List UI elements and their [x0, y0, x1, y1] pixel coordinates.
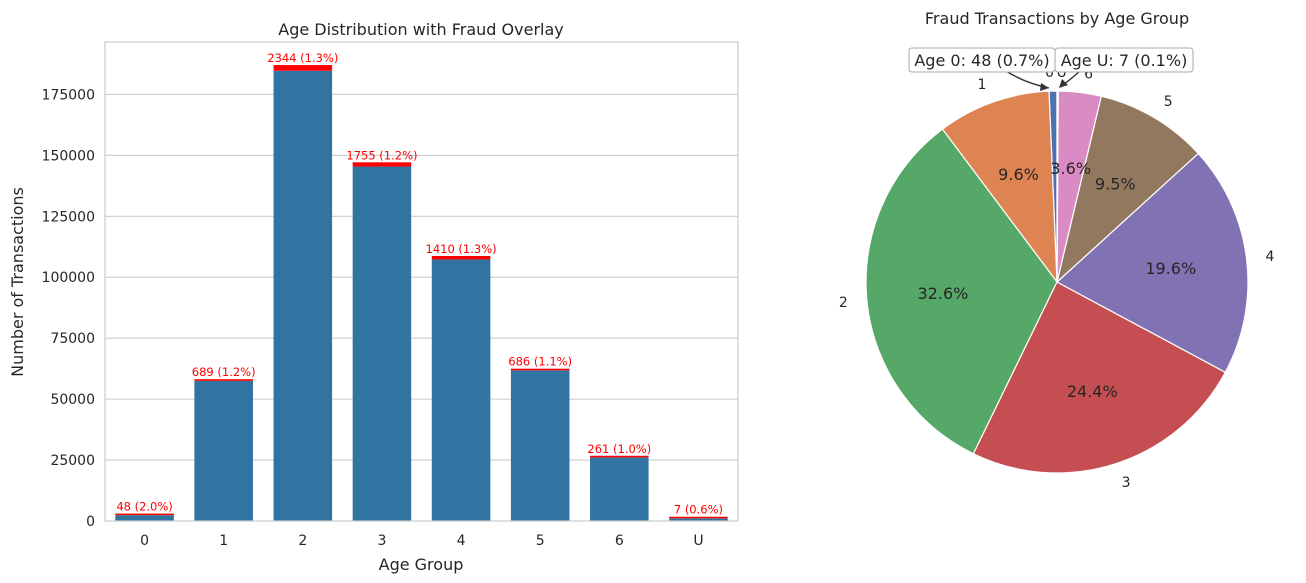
pie-percent-label: 24.4%: [1067, 382, 1118, 401]
pie-slice-label: 1: [978, 77, 987, 93]
pie-slice-label: 2: [839, 295, 848, 311]
x-tick-label: 0: [140, 533, 149, 549]
bar-total-age-4: [431, 259, 491, 521]
bar-fraud-age-2: [273, 65, 333, 71]
bar-data-label: 2344 (1.3%): [267, 51, 338, 65]
pie-chart-percent-labels: 9.6% 32.6% 24.4% 19.6% 9.5%3.6%: [918, 159, 1197, 401]
pie-percent-label: 3.6%: [1050, 159, 1091, 178]
pie-slice-age-U: [1056, 90, 1059, 283]
pie-percent-label: 32.6%: [918, 284, 969, 303]
bar-fraud-age-4: [431, 256, 491, 260]
pie-slice-label: U: [1057, 65, 1067, 81]
bar-chart-x-axis-label: Age Group: [379, 555, 464, 574]
bar-fraud-age-0: [115, 513, 174, 516]
pie-annotation-age-0-text: Age 0: 48 (0.7%): [914, 51, 1049, 70]
bar-total-age-0: [115, 515, 174, 521]
bar-total-age-5: [510, 370, 570, 521]
x-tick-label: 4: [457, 533, 466, 549]
pie-slice-age-4: [1055, 152, 1249, 374]
bar-data-label: 48 (2.0%): [116, 500, 172, 514]
pie-percent-label: 9.5%: [1095, 174, 1136, 193]
bar-chart-data-labels: 48 (2.0%) 689 (1.2%) 2344 (1.3%) 1755 (1.2%…: [116, 51, 723, 517]
x-tick-label: 3: [377, 533, 386, 549]
y-tick-label: 100000: [42, 270, 95, 286]
pie-slice-label: 5: [1164, 94, 1173, 110]
pie-annotation-age-u-box: [1054, 47, 1194, 73]
pie-slice-age-3: [972, 281, 1227, 474]
pie-slice-label: 0: [1045, 65, 1054, 81]
pie-slice-label: 6: [1084, 66, 1093, 82]
bar-total-age-6: [590, 457, 649, 521]
pie-percent-label: 9.6%: [998, 165, 1039, 184]
bar-data-label: 7 (0.6%): [674, 503, 723, 517]
bar-fraud-age-1: [194, 379, 253, 381]
pie-slice-age-2: [865, 128, 1058, 455]
bar-total-age-1: [194, 380, 253, 521]
y-tick-label: 125000: [42, 209, 95, 225]
pie-chart: Fraud Transactions by Age Group 0 1 2 3 4 5 6 U…: [839, 9, 1275, 491]
bar-fraud-age-U: [669, 516, 728, 519]
bar-fraud-age-5: [510, 368, 570, 371]
pie-slice-age-1: [941, 90, 1058, 284]
bar-data-label: 1755 (1.2%): [346, 148, 417, 162]
pie-percent-label: 19.6%: [1145, 259, 1196, 278]
bar-data-label: 689 (1.2%): [192, 365, 256, 379]
pie-annotation-age-u-text: Age U: 7 (0.1%): [1061, 51, 1188, 70]
bar-chart-frame: [104, 41, 739, 522]
y-tick-label: 0: [86, 514, 95, 530]
pie-chart-slices: [865, 90, 1249, 474]
pie-annotation-age-0: Age 0: 48 (0.7%): [908, 47, 1056, 91]
pie-slice-label: 4: [1266, 249, 1275, 265]
x-tick-label: 6: [615, 533, 624, 549]
pie-chart-title: Fraud Transactions by Age Group: [925, 9, 1189, 28]
y-tick-label: 150000: [42, 148, 95, 164]
bar-fraud-age-3: [352, 162, 412, 167]
y-tick-label: 25000: [50, 453, 95, 469]
bar-total-age-2: [273, 70, 333, 521]
pie-annotation-age-0-arrowhead: [1040, 83, 1049, 91]
bar-data-label: 686 (1.1%): [508, 355, 572, 369]
bar-fraud-age-6: [590, 455, 649, 458]
pie-slice-age-5: [1055, 95, 1200, 284]
pie-annotation-age-u-arrowhead: [1059, 79, 1068, 88]
bar-chart: Age Distribution with Fraud Overlay 48 (…: [8, 20, 739, 574]
pie-slice-label: 3: [1122, 475, 1131, 491]
y-tick-label: 50000: [50, 392, 95, 408]
bar-data-label: 1410 (1.3%): [426, 242, 497, 256]
x-tick-label: 5: [536, 533, 545, 549]
bar-chart-y-ticks: 0 25000 50000 75000 100000 125000 150000 175000: [42, 87, 95, 530]
y-tick-label: 175000: [42, 87, 95, 103]
x-tick-label: 2: [298, 533, 307, 549]
bar-chart-bars: [115, 65, 728, 521]
x-tick-label: 1: [219, 533, 228, 549]
bar-data-label: 261 (1.0%): [587, 442, 651, 456]
bar-chart-x-ticks: 0 1 2 3 4 5 6 U: [140, 533, 703, 549]
bar-chart-title: Age Distribution with Fraud Overlay: [278, 20, 564, 39]
bar-total-age-U: [669, 518, 728, 521]
bar-total-age-3: [352, 166, 412, 521]
x-tick-label: U: [693, 533, 703, 549]
pie-chart-slice-labels: 0 1 2 3 4 5 6 U: [839, 65, 1275, 491]
y-tick-label: 75000: [50, 331, 95, 347]
pie-annotation-age-u: Age U: 7 (0.1%): [1054, 47, 1194, 88]
bar-chart-y-axis-label: Number of Transactions: [8, 187, 27, 377]
